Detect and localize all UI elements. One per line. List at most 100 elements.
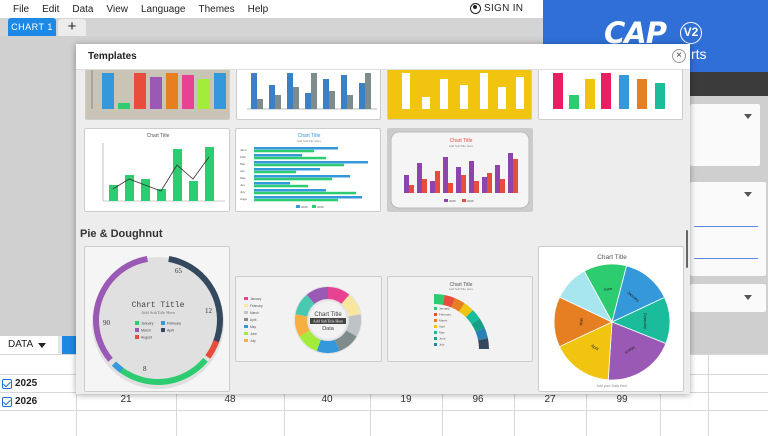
version-badge: V2: [680, 22, 702, 44]
grid-cell[interactable]: 40: [321, 394, 333, 405]
bar: [513, 159, 518, 193]
grid-line: [660, 354, 661, 436]
scroll-thumb[interactable]: [686, 230, 688, 268]
legend-swatch: [244, 339, 248, 342]
axis-label: Apr: [240, 169, 245, 173]
data-dropdown[interactable]: DATA: [0, 336, 58, 354]
template-bar-green[interactable]: Chart Title: [84, 128, 230, 212]
menu-bar: File Edit Data View Language Themes Help: [0, 0, 548, 18]
template-donut-shadow[interactable]: 65 12 90 8 Chart Title Add SubTitle Here…: [84, 246, 230, 392]
bar: [254, 175, 350, 178]
bar: [500, 179, 505, 193]
tab-chart-1[interactable]: CHART 1: [8, 18, 56, 36]
pie-slice: [611, 265, 666, 323]
thumb-footer: Add your Data Here: [597, 384, 628, 388]
legend-swatch: [434, 337, 437, 340]
modal-scrollbar[interactable]: [684, 70, 690, 394]
thumb-subtitle: Add SubTitle Here: [449, 287, 474, 291]
bar: [508, 153, 513, 193]
legend-label: February: [439, 313, 452, 317]
modal-header: Templates ×: [76, 44, 690, 70]
input-underline: [694, 258, 758, 259]
menu-file[interactable]: File: [13, 3, 30, 15]
pie-slice: [607, 321, 667, 381]
panel-section-2[interactable]: [690, 182, 766, 276]
data-sheet-tab[interactable]: [62, 336, 78, 354]
template-hbar[interactable]: Chart Title Add SubTitle Here Janu Febr Ma…: [235, 128, 381, 212]
bar: [254, 191, 356, 195]
template-gauge[interactable]: Chart Title Add SubTitle Here January Feb…: [387, 276, 533, 362]
template-thumbnail: 65 12 90 8 Chart Title Add SubTitle Here…: [92, 255, 224, 389]
modal-title: Templates: [88, 51, 137, 62]
template-donut-colorful[interactable]: January February March April May June July Cha…: [235, 276, 382, 362]
add-tab-button[interactable]: +: [58, 19, 86, 36]
template-bar-multicolor[interactable]: [538, 64, 683, 120]
menu-edit[interactable]: Edit: [42, 3, 60, 15]
bar: [254, 170, 296, 174]
gauge-segment: [451, 298, 465, 312]
grid-line: [76, 354, 77, 436]
legend-swatch: [434, 343, 437, 346]
template-bar-yellow[interactable]: [387, 64, 532, 120]
template-thumbnail: [86, 65, 229, 119]
grid-line: [284, 354, 285, 436]
legend-label: June: [439, 337, 446, 341]
grid-line: [370, 354, 371, 436]
legend-label: January: [250, 297, 262, 301]
thumb-subtitle: Add SubTitle Here: [449, 144, 474, 148]
menu-themes[interactable]: Themes: [198, 3, 235, 15]
template-thumbnail: [388, 65, 531, 119]
template-pie[interactable]: Chart Title June January February March Apri…: [538, 246, 684, 392]
bar: [443, 157, 448, 193]
bar: [254, 163, 344, 167]
grid-cell[interactable]: 99: [616, 394, 628, 405]
template-bar-3d[interactable]: Chart Title Add SubTitle Here 2025 2026: [387, 128, 533, 212]
menu-help[interactable]: Help: [247, 3, 269, 15]
bar: [417, 163, 422, 193]
panel-section-1[interactable]: [690, 104, 760, 166]
grid-cell[interactable]: 27: [544, 394, 556, 405]
grid-cell[interactable]: 19: [400, 394, 412, 405]
data-tab-label: DATA: [8, 339, 34, 350]
close-button[interactable]: ×: [672, 49, 686, 63]
grid-cell[interactable]: 96: [472, 394, 484, 405]
gauge-segment: [478, 338, 489, 350]
legend-swatch: [244, 304, 248, 307]
legend-label: 2026: [467, 199, 474, 203]
bar: [409, 185, 414, 193]
bar: [254, 189, 326, 192]
pie-slice: [553, 296, 613, 348]
sign-in-button[interactable]: SIGN IN: [470, 3, 523, 14]
menu-data[interactable]: Data: [72, 3, 94, 15]
thumb-title: Chart Title: [450, 138, 473, 144]
grid-cell[interactable]: 21: [120, 394, 132, 405]
row-2026-checkbox[interactable]: [2, 396, 12, 407]
gauge-segment: [433, 294, 445, 305]
menu-language[interactable]: Language: [140, 3, 186, 15]
thumb-title: Chart Title: [597, 254, 627, 261]
chevron-down-icon: [744, 192, 752, 197]
template-bar-blue[interactable]: [236, 64, 381, 120]
slice-label: April: [590, 343, 600, 352]
bar: [254, 182, 290, 185]
legend-label: March: [141, 329, 151, 333]
bar: [456, 167, 461, 193]
thumb-title: Chart Title: [147, 133, 170, 139]
grid-cell[interactable]: 48: [224, 394, 236, 405]
menu-view[interactable]: View: [106, 3, 128, 15]
legend-label: April: [250, 318, 257, 322]
legend-label: March: [250, 311, 259, 315]
pie-slice: [558, 321, 613, 381]
template-bar-colorful[interactable]: [85, 64, 230, 120]
legend-label: 2025: [301, 205, 308, 209]
thumb-subtitle: Add SubTitle Here: [141, 310, 175, 315]
donut-slice: [295, 287, 361, 353]
panel-section-3[interactable]: [690, 284, 766, 312]
templates-modal: Templates ×: [76, 44, 690, 394]
legend-swatch: [244, 332, 248, 335]
bar: [254, 147, 338, 150]
row-2025-checkbox[interactable]: [2, 378, 12, 389]
legend-label: April: [439, 325, 445, 329]
legend-label: April: [167, 329, 174, 333]
legend-label: 2026: [317, 205, 324, 209]
